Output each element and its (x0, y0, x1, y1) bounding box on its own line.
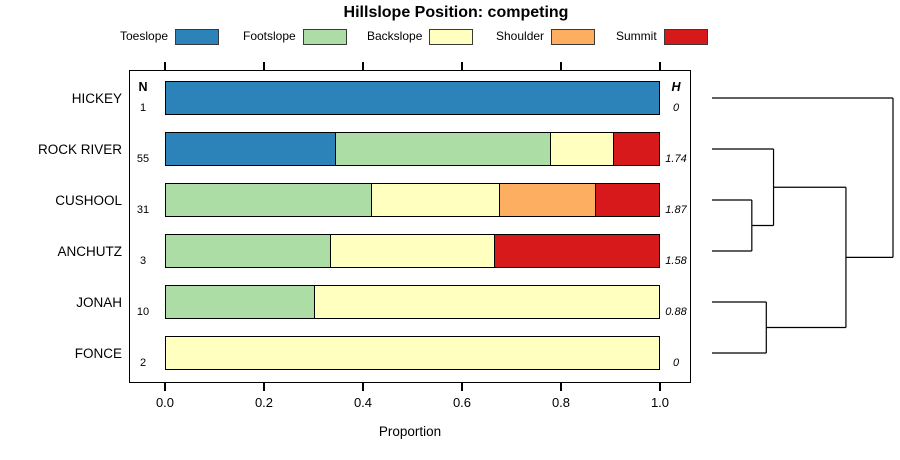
bar-segment-backslope (313, 286, 659, 318)
x-tick-label: 0.0 (155, 395, 175, 410)
row-label-jonah: JONAH (76, 294, 122, 310)
legend: Toeslope Footslope Backslope Shoulder Summit (0, 28, 900, 48)
legend-item-footslope: Footslope (243, 28, 347, 45)
bar-segment-footslope (166, 184, 372, 216)
legend-label: Toeslope (120, 29, 169, 43)
tick-bottom (362, 383, 364, 391)
legend-item-summit: Summit (616, 28, 708, 45)
bar-segment-summit (612, 133, 659, 165)
x-tick-label: 0.2 (254, 395, 274, 410)
row-label-fonce: FONCE (74, 345, 122, 361)
legend-swatch (551, 28, 596, 45)
tick-top (362, 62, 364, 70)
h-value: 1.87 (665, 204, 687, 216)
x-tick-label: 0.4 (353, 395, 373, 410)
bar-segment-summit (594, 184, 659, 216)
legend-item-toeslope: Toeslope (120, 28, 220, 45)
chart-title: Hillslope Position: competing (343, 4, 569, 21)
bar-segment-summit (494, 235, 659, 267)
bar-segment-footslope (166, 286, 314, 318)
legend-label: Shoulder (496, 29, 545, 43)
h-column-header: H (671, 80, 681, 94)
dendrogram-links (712, 97, 894, 354)
bar-segment-footslope (166, 235, 330, 267)
stacked-bar-anchutz (165, 234, 660, 268)
n-column-header: N (138, 80, 148, 94)
h-value: 1.58 (665, 255, 687, 267)
tick-bottom (164, 383, 166, 391)
n-value: 55 (136, 153, 150, 165)
legend-label: Backslope (367, 29, 423, 43)
n-value: 1 (139, 102, 147, 114)
h-value: 0 (672, 357, 680, 369)
tick-bottom (560, 383, 562, 391)
legend-swatch (663, 28, 708, 45)
x-tick-label: 0.8 (551, 395, 571, 410)
tick-top (461, 62, 463, 70)
bar-segment-backslope (166, 337, 659, 369)
x-axis-title: Proportion (378, 424, 442, 439)
x-tick-label: 1.0 (650, 395, 670, 410)
n-value: 2 (139, 357, 147, 369)
legend-swatch (302, 28, 347, 45)
h-value: 0 (672, 102, 680, 114)
tick-top (263, 62, 265, 70)
bar-segment-backslope (371, 184, 499, 216)
plot-area (129, 70, 691, 383)
row-label-rock-river: ROCK RIVER (37, 141, 122, 157)
row-label-anchutz: ANCHUTZ (57, 243, 123, 259)
tick-top (659, 62, 661, 70)
n-value: 31 (136, 204, 150, 216)
h-value: 0.88 (665, 306, 687, 318)
bar-segment-backslope (329, 235, 494, 267)
stacked-bar-rock-river (165, 132, 660, 166)
stacked-bar-hickey (165, 81, 660, 115)
stacked-bar-cushool (165, 183, 660, 217)
row-label-hickey: HICKEY (71, 90, 122, 106)
legend-item-backslope: Backslope (367, 28, 474, 45)
n-value: 3 (139, 255, 147, 267)
tick-top (164, 62, 166, 70)
tick-bottom (263, 383, 265, 391)
legend-swatch (429, 28, 474, 45)
n-value: 10 (136, 306, 150, 318)
stacked-bar-jonah (165, 285, 660, 319)
bar-segment-toeslope (166, 82, 659, 114)
bar-segment-backslope (549, 133, 613, 165)
bar-segment-toeslope (166, 133, 336, 165)
tick-bottom (659, 383, 661, 391)
bar-segment-footslope (335, 133, 550, 165)
x-tick-label: 0.6 (452, 395, 472, 410)
row-label-cushool: CUSHOOL (55, 192, 122, 208)
stacked-bar-fonce (165, 336, 660, 370)
legend-label: Footslope (243, 29, 296, 43)
tick-top (560, 62, 562, 70)
bar-segment-shoulder (498, 184, 595, 216)
legend-label: Summit (616, 29, 657, 43)
h-value: 1.74 (665, 153, 687, 165)
legend-swatch (175, 28, 220, 45)
tick-bottom (461, 383, 463, 391)
legend-item-shoulder: Shoulder (496, 28, 596, 45)
